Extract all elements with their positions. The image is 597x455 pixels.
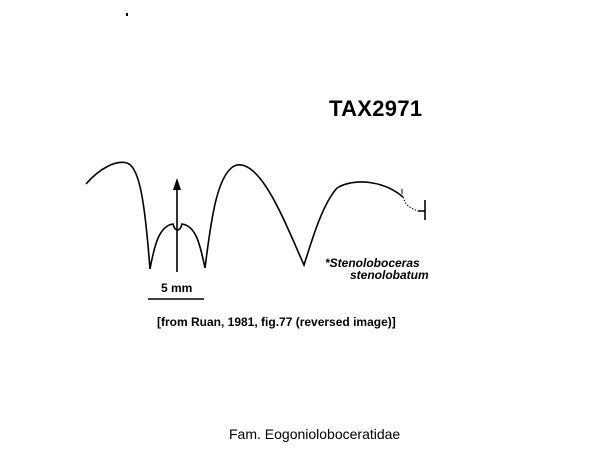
specimen-code: TAX2971 xyxy=(329,96,423,121)
stray-dot xyxy=(126,13,128,16)
source-citation: [from Ruan, 1981, fig.77 (reversed image… xyxy=(157,315,396,329)
family-name: Fam. Eogonioloboceratidae xyxy=(229,426,401,442)
taxon-species: stenolobatum xyxy=(350,268,429,282)
suture-line xyxy=(85,161,404,270)
taxon-genus: *Stenoloboceras xyxy=(325,256,420,270)
scale-label: 5 mm xyxy=(161,281,193,295)
suture-dashed-extension xyxy=(402,196,419,212)
venter-arrow-head xyxy=(173,178,181,190)
